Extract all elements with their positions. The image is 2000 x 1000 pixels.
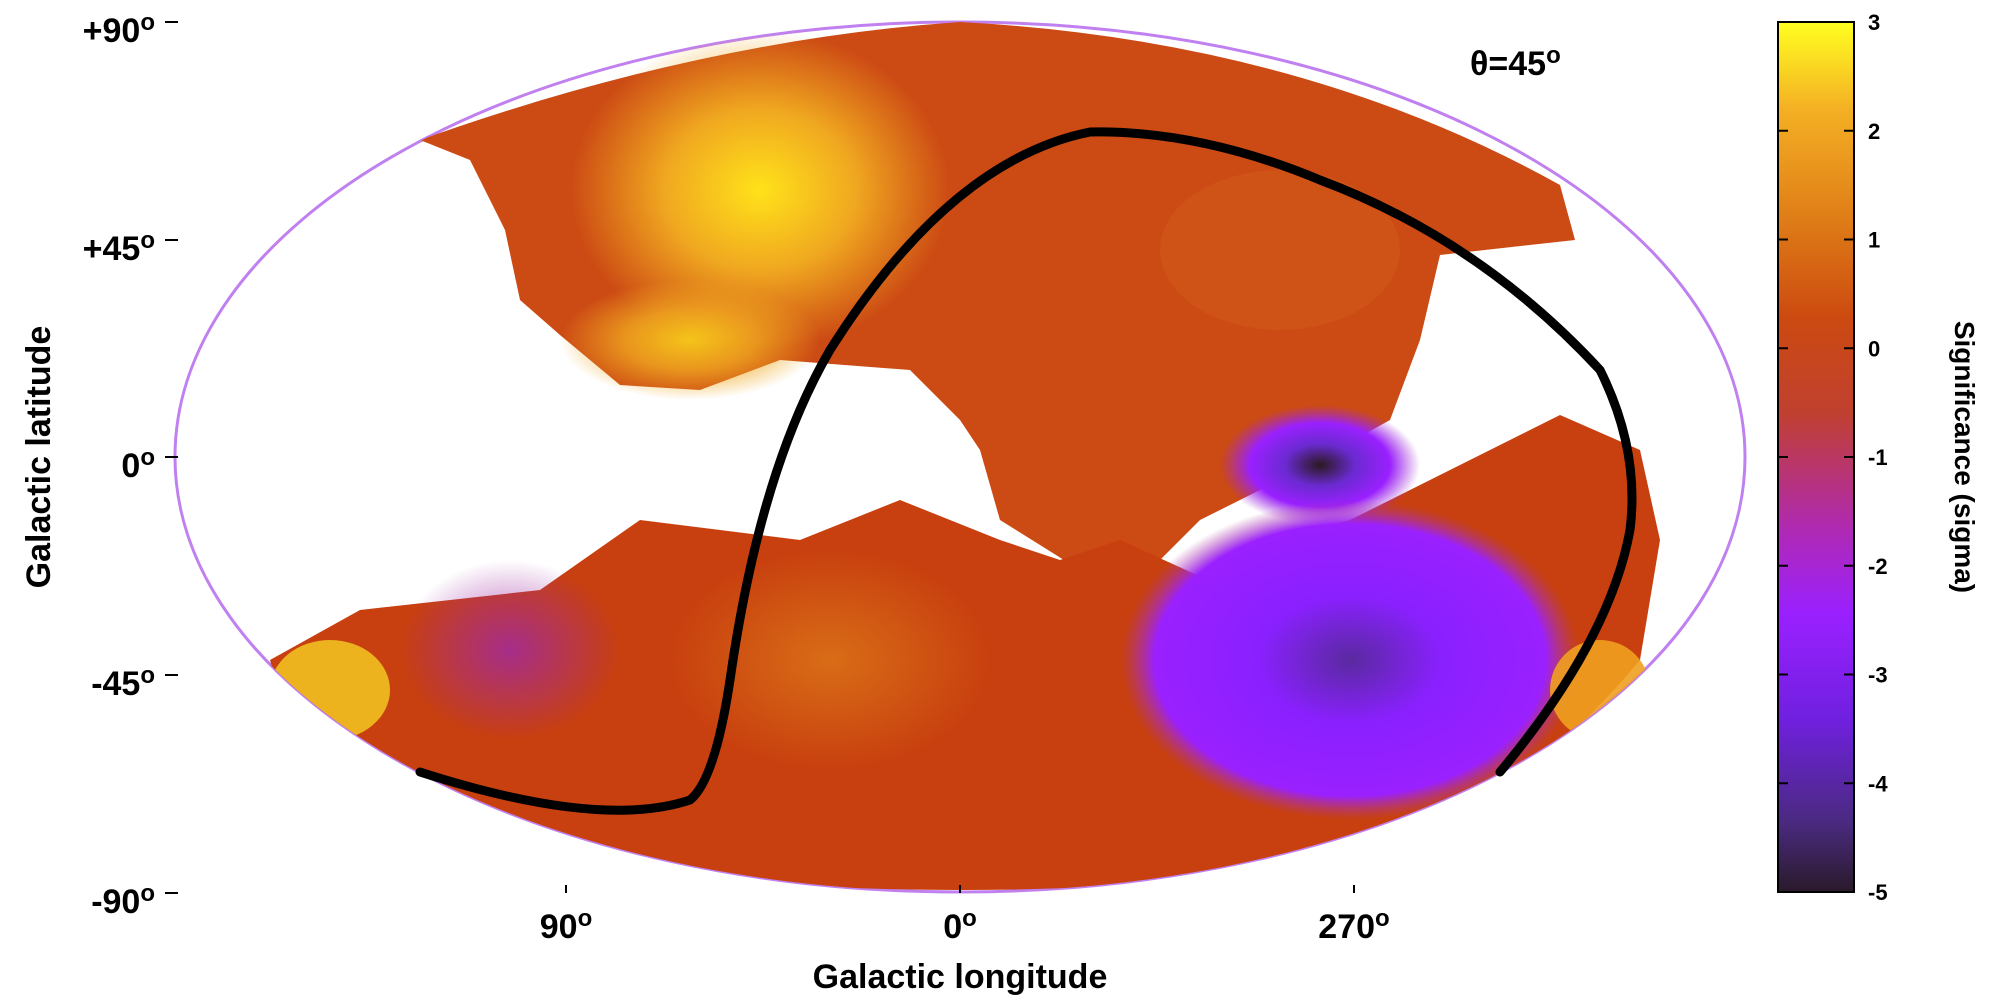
x-axis-title: Galactic longitude — [813, 958, 1108, 996]
x-tick-label: 270o — [1318, 905, 1389, 946]
y-tick-label: -90o — [91, 880, 155, 921]
colorbar-tick-label: 1 — [1868, 228, 1880, 253]
colorbar: 3 2 1 0 -1 -2 -3 -4 -5 — [1777, 10, 1888, 905]
colorbar-tick-label: 3 — [1868, 10, 1880, 35]
colorbar-tick-label: 0 — [1868, 336, 1880, 361]
left-limb-region — [400, 560, 620, 740]
colorbar-tick-label: -5 — [1868, 880, 1888, 905]
deficit-south — [1120, 500, 1580, 820]
colorbar-title: Significance (sigma) — [1949, 321, 1980, 593]
x-tick-label: 0o — [943, 905, 977, 946]
bright-north-region — [570, 30, 950, 350]
y-tick-label: +90o — [83, 9, 155, 50]
deficit-near-plane — [1220, 405, 1420, 525]
x-tick-label: 90o — [540, 905, 593, 946]
theta-curve — [415, 127, 1637, 815]
y-tick-label: +45o — [83, 227, 155, 268]
y-tick-label: 0o — [121, 444, 155, 485]
colorbar-tick-label: -1 — [1868, 445, 1888, 470]
x-axis — [565, 885, 1355, 893]
y-tick-label: -45o — [91, 662, 155, 703]
colorbar-tick-label: -3 — [1868, 663, 1888, 688]
colorbar-tick-label: -2 — [1868, 554, 1888, 579]
colorbar-tick-label: 2 — [1868, 119, 1880, 144]
theta-annotation: θ=45o — [1470, 42, 1561, 83]
colorbar-tick-label: -4 — [1868, 771, 1888, 796]
significance-heatmap — [270, 22, 1660, 890]
y-axis-title: Galactic latitude — [20, 326, 58, 589]
y-axis — [165, 21, 178, 894]
